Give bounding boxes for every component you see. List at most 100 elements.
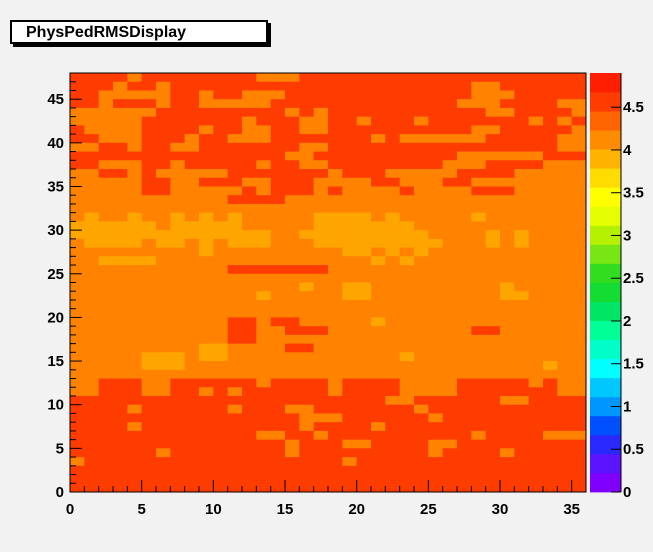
heatmap-cell (485, 230, 501, 240)
heatmap-cell (414, 404, 429, 414)
heatmap-cell (170, 483, 186, 493)
heatmap-cell (156, 457, 171, 467)
heatmap-cell (156, 90, 171, 100)
heatmap-cell (328, 99, 343, 109)
heatmap-cell (299, 73, 315, 83)
heatmap-cell (98, 326, 114, 336)
heatmap-cell (242, 221, 257, 231)
heatmap-cell (457, 317, 472, 327)
heatmap-cell (328, 413, 343, 423)
heatmap-cell (399, 90, 415, 100)
heatmap-cell (399, 395, 415, 406)
heatmap-cell (528, 369, 544, 379)
heatmap-cell (356, 90, 372, 100)
heatmap-cell (385, 299, 401, 310)
heatmap-cell (385, 317, 401, 327)
heatmap-cell (428, 151, 444, 161)
heatmap-cell (156, 230, 171, 240)
heatmap-cell (199, 378, 214, 388)
heatmap-cell (342, 483, 358, 493)
heatmap-cell (485, 361, 501, 371)
heatmap-cell (141, 430, 157, 441)
heatmap-cell (471, 99, 487, 109)
heatmap-cell (428, 160, 444, 170)
heatmap-cell (113, 404, 128, 414)
heatmap-cell (213, 195, 229, 205)
heatmap-cell (227, 238, 243, 248)
heatmap-cell (170, 90, 186, 100)
heatmap-cell (313, 282, 329, 292)
heatmap-cell (514, 125, 530, 135)
heatmap-cell (500, 81, 515, 91)
heatmap-cell (399, 160, 415, 170)
heatmap-cell (227, 151, 243, 161)
heatmap-cell (127, 282, 143, 292)
heatmap-cell (242, 483, 257, 493)
heatmap-cell (428, 308, 444, 318)
heatmap-cell (213, 457, 229, 467)
heatmap-cell (500, 474, 515, 484)
heatmap-cell (84, 142, 100, 152)
heatmap-cell (514, 465, 530, 475)
heatmap-cell (242, 238, 257, 248)
heatmap-cell (127, 73, 143, 83)
heatmap-cell (141, 404, 157, 414)
palette-swatch (590, 225, 621, 245)
heatmap-cell (256, 203, 272, 214)
heatmap-cell (414, 291, 429, 301)
heatmap-cell (170, 334, 186, 345)
heatmap-cell (571, 151, 587, 161)
heatmap-cell (98, 265, 114, 275)
heatmap-cell (285, 361, 300, 371)
heatmap-cell (113, 387, 128, 397)
heatmap-cell (113, 238, 128, 248)
heatmap-cell (342, 90, 358, 100)
heatmap-cell (98, 177, 114, 187)
heatmap-cell (299, 334, 315, 345)
heatmap-cell (170, 395, 186, 406)
heatmap-cell (113, 125, 128, 135)
heatmap-cell (342, 404, 358, 414)
heatmap-cell (328, 299, 343, 310)
heatmap-cell (385, 238, 401, 248)
heatmap-cell (514, 483, 530, 493)
heatmap-cell (256, 404, 272, 414)
heatmap-cell (514, 326, 530, 336)
heatmap-cell (328, 465, 343, 475)
heatmap-cell (428, 238, 444, 248)
heatmap-cell (543, 422, 558, 432)
palette-tick-label: 2.5 (623, 270, 644, 287)
heatmap-cell (113, 195, 128, 205)
heatmap-cell (127, 160, 143, 170)
heatmap-cell (385, 282, 401, 292)
heatmap-cell (270, 107, 286, 118)
heatmap-cell (414, 221, 429, 231)
heatmap-cell (514, 404, 530, 414)
palette-tick-label: 2 (623, 313, 631, 330)
heatmap-cell (170, 413, 186, 423)
heatmap-cell (270, 448, 286, 458)
heatmap-cell (113, 465, 128, 475)
heatmap-cell (113, 247, 128, 257)
heatmap-cell (285, 369, 300, 379)
heatmap-cell (242, 142, 257, 152)
heatmap-cell (557, 265, 573, 275)
palette-tick-label: 0.5 (623, 441, 644, 458)
heatmap-cell (313, 125, 329, 135)
heatmap-cell (528, 395, 544, 406)
heatmap-cell (500, 457, 515, 467)
heatmap-cell (514, 334, 530, 345)
heatmap-cell (399, 369, 415, 379)
heatmap-cell (571, 90, 587, 100)
heatmap-cell (500, 230, 515, 240)
heatmap-cell (571, 282, 587, 292)
heatmap-cell (70, 212, 85, 222)
heatmap-cell (557, 317, 573, 327)
heatmap-cell (84, 273, 100, 283)
heatmap-cell (156, 265, 171, 275)
heatmap-cell (442, 334, 458, 345)
heatmap-cell (227, 326, 243, 336)
heatmap-cell (414, 430, 429, 441)
heatmap-cell (342, 125, 358, 135)
heatmap-cell (70, 483, 85, 493)
